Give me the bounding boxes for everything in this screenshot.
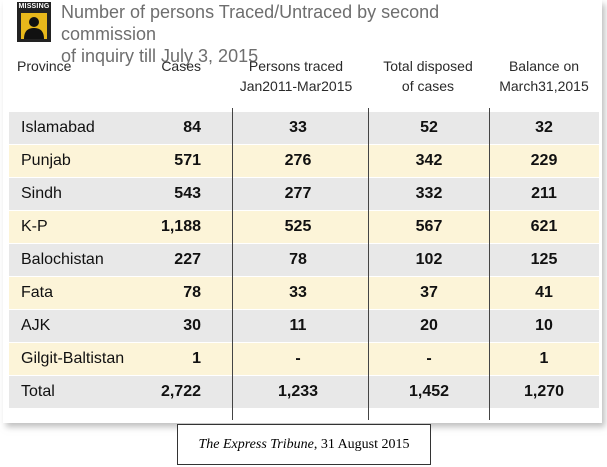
cell-traced: 78 — [289, 251, 307, 268]
missing-badge: MISSING — [17, 2, 51, 42]
column-header-disposed: Total disposed of cases — [367, 56, 489, 96]
table-row: Gilgit-Baltistan 1 - - 1 — [9, 343, 599, 375]
column-header-cases: Cases — [161, 58, 201, 74]
cell-disposed: 102 — [415, 251, 443, 268]
cell-cases: 227 — [174, 251, 201, 268]
cell-traced: 276 — [284, 152, 312, 169]
cell-province: Gilgit-Baltistan — [21, 350, 125, 367]
column-header-traced-line-2: Jan2011-Mar2015 — [239, 78, 353, 94]
cell-balance: 1 — [539, 350, 549, 367]
table-row-total: Total 2,722 1,233 1,452 1,270 — [9, 376, 599, 408]
cell-balance: 1,270 — [523, 383, 565, 400]
cell-traced: 277 — [284, 185, 312, 202]
cell-traced: 33 — [289, 284, 307, 301]
source-credit: The Express Tribune, 31 August 2015 — [177, 424, 431, 465]
cell-province: K-P — [21, 218, 48, 235]
cell-balance: 211 — [531, 185, 557, 202]
cell-province: Punjab — [21, 152, 71, 169]
cell-disposed: 332 — [415, 185, 443, 202]
cell-province: Sindh — [21, 185, 62, 202]
cell-cases: 30 — [183, 317, 201, 334]
badge-label: MISSING — [18, 3, 50, 10]
column-divider — [232, 108, 233, 420]
table-row: Islamabad 84 33 52 32 — [9, 112, 599, 144]
column-header-balance: Balance on March31,2015 — [489, 56, 599, 96]
table-row: Fata 78 33 37 41 — [9, 277, 599, 309]
cell-cases: 2,722 — [160, 383, 201, 400]
column-divider — [489, 108, 490, 420]
column-header-disposed-line-2: of cases — [401, 78, 455, 94]
column-header-province: Province — [17, 58, 72, 74]
column-header-balance-line-2: March31,2015 — [499, 78, 589, 94]
page-title: Number of persons Traced/Untraced by sec… — [61, 1, 531, 67]
cell-province: Islamabad — [21, 119, 95, 136]
cell-balance: 125 — [530, 251, 558, 268]
cell-disposed: - — [426, 350, 432, 367]
person-silhouette-icon — [21, 13, 47, 39]
column-header-balance-line-1: Balance on — [508, 58, 580, 74]
credit-date: , 31 August 2015 — [313, 437, 410, 452]
column-header-traced-line-1: Persons traced — [248, 58, 344, 74]
cell-disposed: 342 — [415, 152, 443, 169]
cell-cases: 1 — [192, 350, 201, 367]
cell-balance: 621 — [530, 218, 558, 235]
cell-disposed: 1,452 — [408, 383, 450, 400]
column-header-traced: Persons traced Jan2011-Mar2015 — [231, 56, 361, 96]
title-line-1: Number of persons Traced/Untraced by sec… — [61, 2, 440, 44]
cell-cases: 84 — [183, 119, 201, 136]
cell-traced: 11 — [289, 317, 307, 334]
cell-cases: 1,188 — [160, 218, 201, 235]
cell-cases: 571 — [174, 152, 201, 169]
table-row: K-P 1,188 525 567 621 — [9, 211, 599, 243]
column-divider — [368, 108, 369, 420]
cell-province: Fata — [21, 284, 54, 301]
cell-disposed: 20 — [420, 317, 438, 334]
header: MISSING Number of persons Traced/Untrace… — [3, 0, 602, 66]
cell-balance: 10 — [535, 317, 553, 334]
credit-publication: The Express Tribune — [198, 437, 314, 452]
table-row: AJK 30 11 20 10 — [9, 310, 599, 342]
cell-disposed: 37 — [420, 284, 438, 301]
cell-traced: 33 — [289, 119, 307, 136]
cell-cases: 78 — [183, 284, 201, 301]
title-line-2: of inquiry till July 3, 2015 — [61, 46, 259, 66]
cell-province: Balochistan — [21, 251, 104, 268]
cell-province: Total — [21, 383, 55, 400]
cell-traced: 525 — [284, 218, 312, 235]
cell-balance: 41 — [535, 284, 553, 301]
cell-traced: 1,233 — [277, 383, 319, 400]
cell-traced: - — [295, 350, 301, 367]
infographic-card: MISSING Number of persons Traced/Untrace… — [3, 0, 602, 423]
cell-disposed: 52 — [420, 119, 438, 136]
cell-cases: 543 — [174, 185, 201, 202]
cell-balance: 32 — [535, 119, 553, 136]
table-row: Sindh 543 277 332 211 — [9, 178, 599, 210]
cell-balance: 229 — [530, 152, 558, 169]
table-row: Balochistan 227 78 102 125 — [9, 244, 599, 276]
cell-disposed: 567 — [415, 218, 443, 235]
table-row: Punjab 571 276 342 229 — [9, 145, 599, 177]
cell-province: AJK — [21, 317, 51, 334]
column-header-disposed-line-1: Total disposed — [383, 58, 473, 74]
